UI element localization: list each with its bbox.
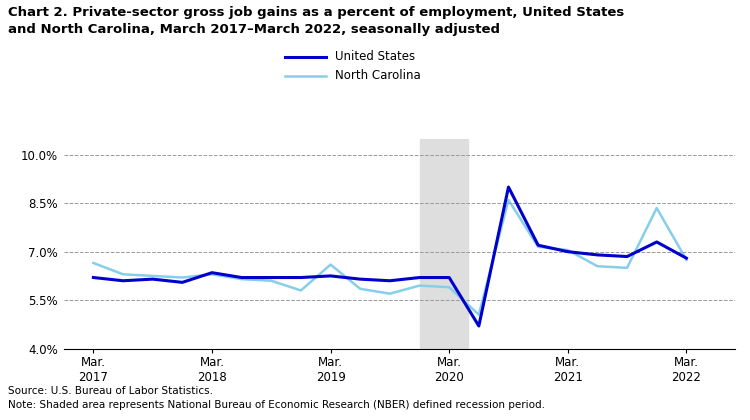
Text: United States: United States	[335, 50, 416, 63]
Text: North Carolina: North Carolina	[335, 69, 421, 82]
Text: and North Carolina, March 2017–March 2022, seasonally adjusted: and North Carolina, March 2017–March 202…	[8, 23, 500, 36]
Bar	[419, 139, 468, 349]
Text: Source: U.S. Bureau of Labor Statistics.
Note: Shaded area represents National B: Source: U.S. Bureau of Labor Statistics.…	[8, 386, 544, 410]
Text: Chart 2. Private-sector gross job gains as a percent of employment, United State: Chart 2. Private-sector gross job gains …	[8, 6, 624, 19]
